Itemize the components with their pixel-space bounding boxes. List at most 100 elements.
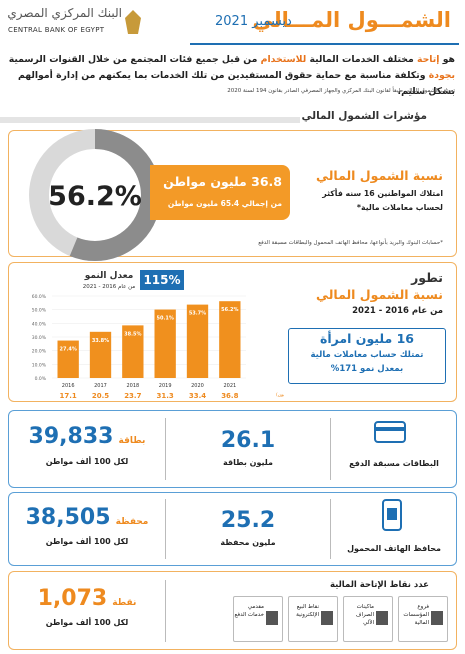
access-per-unit: نقطة	[112, 598, 137, 608]
growth-chart: معدل النمو من عام 2016 - 2021 115% 0.0% 10.0…	[32, 270, 284, 400]
access-icon	[376, 611, 388, 625]
bar	[154, 309, 176, 378]
growth-title: معدل النمو	[84, 271, 134, 281]
wallets-per-unit: محفظة	[115, 517, 149, 527]
growth-value: 115%	[143, 273, 180, 287]
access-item-label: فروع المؤسسات المالية	[403, 604, 429, 626]
access-per: 1,073 نقطة	[9, 586, 165, 611]
prepaid-per-unit: بطاقة	[118, 436, 146, 446]
intro-segment: مختلف الخدمات المالية	[306, 54, 417, 65]
bar	[219, 301, 241, 378]
value-label: 50.1%	[156, 316, 173, 322]
citizens-total: من إجمالي 65.4 مليون مواطن	[167, 199, 282, 208]
icon-shape	[321, 611, 333, 625]
logo-emblem	[125, 10, 141, 34]
growth-badge	[140, 270, 184, 290]
citizens-value: 23.7	[124, 392, 141, 400]
citizens-value: 31.3	[157, 392, 174, 400]
access-item: فروع المؤسسات المالية	[398, 596, 448, 642]
prepaid-card	[8, 410, 457, 488]
value-label: 56.2%	[221, 307, 238, 313]
access-icon	[321, 611, 333, 625]
intro-segment: للاستخدام	[260, 54, 307, 65]
x-tick-label: 2019	[159, 383, 172, 389]
bar	[57, 340, 79, 378]
intro-segment: هو	[439, 54, 455, 65]
women-desc: تمتلك حساب معاملات مالية	[310, 350, 424, 360]
bank-name-ar: البنك المركزي المصري	[7, 6, 122, 20]
bank-name-en: CENTRAL BANK OF EGYPT	[8, 26, 105, 34]
heading-band	[0, 117, 300, 123]
prepaid-total-unit: مليون بطاقة	[222, 458, 273, 467]
section-heading: مؤشرات الشمول المالي	[301, 110, 427, 122]
rate-desc: لحساب معاملات مالية*	[356, 203, 443, 212]
icon-shape	[266, 611, 278, 625]
intro-segment: وتكلفة مناسبة مع حماية حقوق المستفيدين م…	[17, 70, 455, 97]
value-label: 53.7%	[189, 311, 206, 317]
value-label: 27.4%	[59, 347, 76, 353]
access-per-desc: لكل 100 ألف مواطن	[45, 618, 129, 627]
page-date: ديسمبر 2021	[215, 14, 292, 29]
wallets-label: محافظ الهاتف المحمول	[347, 544, 441, 553]
card-icon	[374, 421, 406, 443]
intro-source: تعريف الشمول المالي طبقاً لقانون البنك ا…	[227, 88, 455, 94]
divider	[165, 418, 166, 480]
access-item: مقدمي خدمات الدفع	[233, 596, 283, 642]
gauge-label: 56.2%	[48, 181, 142, 212]
bar	[186, 304, 209, 378]
access-item: نقاط البيع الإلكترونية	[288, 596, 338, 642]
rate-footnote: *حسابات البنوك والبريد بأنواعها، محافظ ا…	[258, 240, 443, 246]
access-item-label: مقدمي خدمات الدفع	[234, 604, 264, 618]
women-count: 16 مليون امرأة	[319, 331, 415, 346]
prepaid-per-desc: لكل 100 ألف مواطن	[45, 457, 129, 466]
x-tick-label: 2016	[62, 383, 75, 389]
prepaid-per-value: 39,833	[28, 424, 114, 449]
y-tick-label: 0.0%	[35, 376, 47, 382]
intro-segment: إتاحة	[416, 54, 440, 65]
y-tick-label: 10.0%	[32, 362, 47, 368]
women-box	[288, 328, 446, 384]
bar	[89, 331, 112, 378]
access-item: ماكينات الصراف الآلي	[343, 596, 393, 642]
intro-segment: من قبل جميع فئات المجتمع من خلال القنوات…	[8, 54, 261, 65]
prepaid-per: 39,833 بطاقة	[9, 424, 165, 449]
x-tick-label: 2020	[191, 383, 204, 389]
prepaid-total: 26.1	[220, 428, 276, 453]
access-icon	[266, 611, 278, 625]
x-tick-label: 2017	[94, 383, 107, 389]
rate-title: نسبة الشمول المالي	[316, 168, 443, 183]
intro-segment: بجودة	[428, 70, 455, 81]
rate-gauge: 56.2%	[29, 129, 161, 261]
growth-period: من عام 2016 - 2021	[83, 284, 136, 290]
citizens-value: 33.4	[189, 392, 206, 400]
value-label: 38.5%	[124, 331, 141, 337]
wallets-per-value: 38,505	[25, 505, 111, 530]
evolution-period: من عام 2016 - 2021	[352, 306, 443, 316]
wallets-total: 25.2	[220, 508, 276, 533]
citizens-value: 36.8	[221, 392, 238, 400]
access-label: عدد نقاط الإتاحة المالية	[329, 580, 429, 590]
x-tick-label: 2021	[223, 383, 236, 389]
y-tick-label: 30.0%	[32, 335, 47, 341]
header-rule	[190, 43, 459, 45]
rate-desc: امتلاك المواطنين 16 سنه فأكثر	[322, 189, 443, 198]
citizens-box	[150, 165, 290, 220]
wallets-per: 38,505 محفظة	[9, 505, 165, 530]
prepaid-label: البطاقات مسبقة الدفع	[349, 459, 439, 468]
wallets-total-unit: مليون محفظة	[220, 538, 276, 547]
y-tick-label: 40.0%	[32, 321, 47, 327]
citizens-value: 20.5	[92, 392, 109, 400]
wallets-card	[8, 492, 457, 566]
access-item-label: نقاط البيع الإلكترونية	[296, 604, 319, 618]
access-card	[8, 571, 457, 650]
divider	[330, 499, 331, 559]
evolution-title: تطور	[411, 270, 443, 285]
icon-shape	[376, 611, 388, 625]
access-per-value: 1,073	[37, 586, 108, 611]
bar	[122, 325, 144, 378]
phone-icon	[382, 499, 402, 531]
y-tick-label: 60.0%	[32, 294, 47, 300]
women-growth: بمعدل نمو 171%	[330, 364, 404, 374]
access-icon	[431, 611, 443, 625]
